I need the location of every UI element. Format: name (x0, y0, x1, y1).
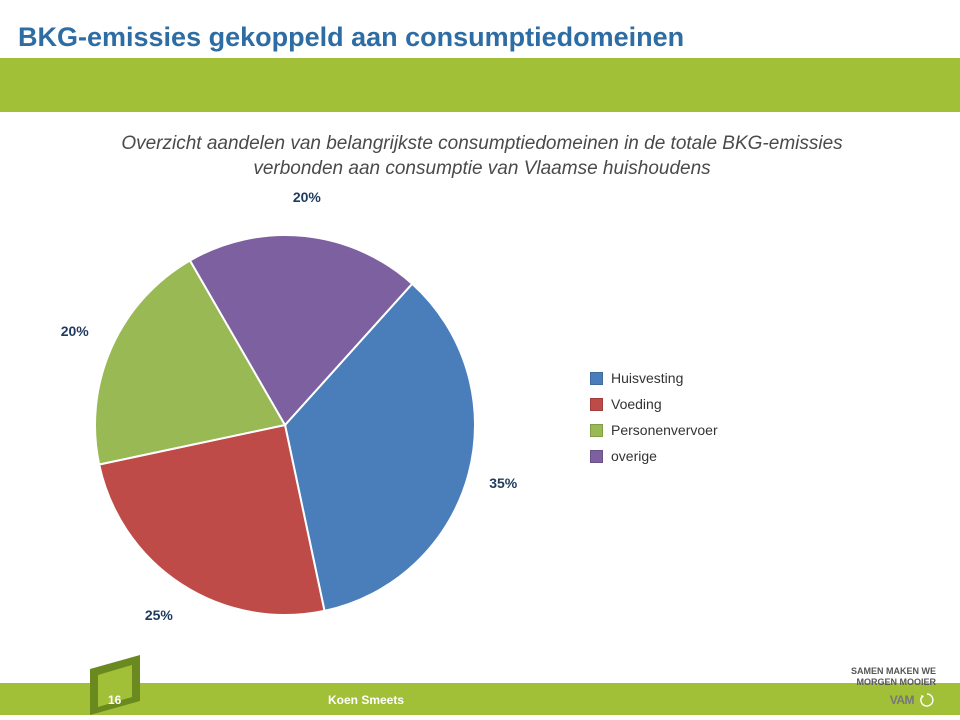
legend-item: Personenvervoer (590, 422, 718, 438)
legend-swatch (590, 424, 603, 437)
page-title: BKG-emissies gekoppeld aan consumptiedom… (18, 22, 684, 53)
legend-item: overige (590, 448, 718, 464)
author-name: Koen Smeets (328, 693, 404, 707)
footer-logo: SAMEN MAKEN WE MORGEN MOOIER VAM (851, 667, 936, 709)
slice-label: 20% (61, 323, 89, 339)
legend-label: Voeding (611, 396, 662, 412)
accent-bar (0, 58, 960, 112)
slice-label: 20% (293, 189, 321, 205)
legend-item: Voeding (590, 396, 718, 412)
slice-label: 35% (489, 475, 517, 491)
page-number: 16 (108, 693, 121, 707)
slogan-line-1: SAMEN MAKEN WE (851, 667, 936, 676)
slide-page: BKG-emissies gekoppeld aan consumptiedom… (0, 0, 960, 715)
legend-item: Huisvesting (590, 370, 718, 386)
legend-swatch (590, 450, 603, 463)
recycle-icon (918, 691, 936, 709)
logo-mark: VAM (890, 691, 936, 709)
slice-label: 25% (145, 607, 173, 623)
footer-bar (0, 683, 960, 715)
slogan-line-2: MORGEN MOOIER (856, 678, 936, 687)
pie-chart: 35%25%20%20% (60, 200, 510, 650)
legend-swatch (590, 398, 603, 411)
legend-swatch (590, 372, 603, 385)
legend-label: Huisvesting (611, 370, 683, 386)
legend-label: overige (611, 448, 657, 464)
logo-text: VAM (890, 693, 914, 707)
legend: Huisvesting Voeding Personenvervoer overige (590, 370, 718, 474)
legend-label: Personenvervoer (611, 422, 718, 438)
subtitle: Overzicht aandelen van belangrijkste con… (82, 132, 882, 181)
